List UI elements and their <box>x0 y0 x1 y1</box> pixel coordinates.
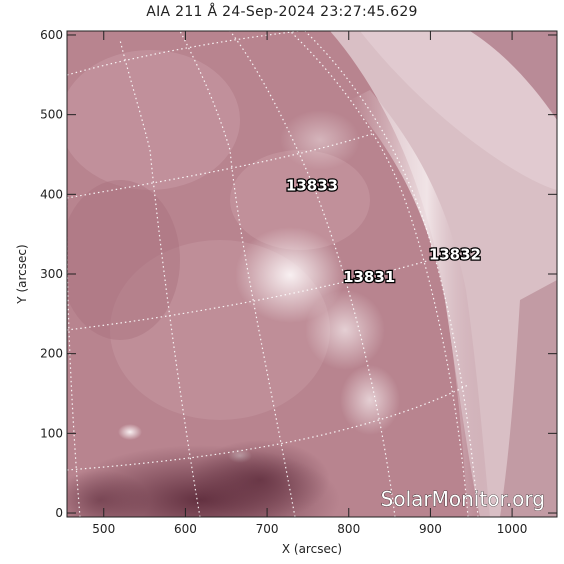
y-axis-title: Y (arcsec) <box>15 244 29 304</box>
y-tick-label: 500 <box>40 108 63 122</box>
y-tick-label: 200 <box>40 347 63 361</box>
heliographic-grid <box>67 31 479 517</box>
x-tick-label: 700 <box>256 522 279 536</box>
solar-disk-image <box>67 31 557 517</box>
x-tick-label: 600 <box>174 522 197 536</box>
active-region-label-13832: 13832 <box>429 246 481 264</box>
x-tick-label: 900 <box>419 522 442 536</box>
x-axis-title: X (arcsec) <box>282 542 342 556</box>
y-tick-label: 600 <box>40 28 63 42</box>
y-tick-label: 100 <box>40 426 63 440</box>
image-title: AIA 211 Å 24-Sep-2024 23:27:45.629 <box>146 4 418 20</box>
active-region-label-13831: 13831 <box>343 268 395 286</box>
y-axis: 0 100 200 300 400 500 600 <box>40 28 557 520</box>
x-axis: 500 600 700 800 900 1000 <box>92 31 527 536</box>
y-tick-label: 0 <box>55 506 63 520</box>
watermark-solarmonitor: SolarMonitor.org <box>381 487 545 511</box>
x-tick-label: 1000 <box>497 522 528 536</box>
x-tick-label: 800 <box>337 522 360 536</box>
y-tick-label: 400 <box>40 187 63 201</box>
y-tick-label: 300 <box>40 267 63 281</box>
x-tick-label: 500 <box>92 522 115 536</box>
active-region-label-13833: 13833 <box>286 176 338 194</box>
active-region-labels: 13833 13831 13832 <box>285 175 483 287</box>
